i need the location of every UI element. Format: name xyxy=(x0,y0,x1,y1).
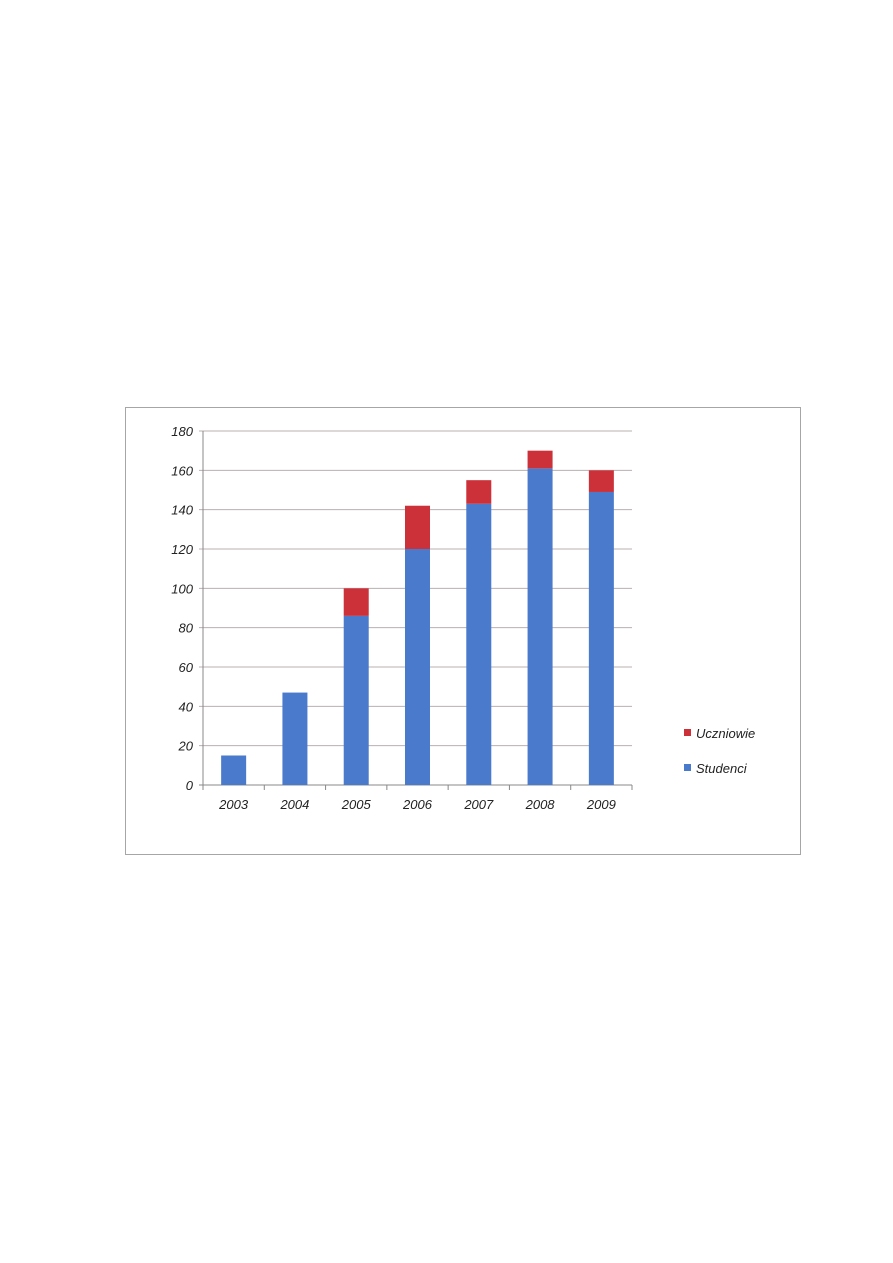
bar-studenci-2003 xyxy=(221,755,247,785)
bar-studenci-2009 xyxy=(588,491,614,785)
bar-uczniowie-2005 xyxy=(343,588,369,616)
y-tick-label: 180 xyxy=(171,424,193,439)
x-tick-label: 2008 xyxy=(525,797,556,812)
bar-studenci-2005 xyxy=(343,615,369,785)
x-tick-label: 2003 xyxy=(218,797,249,812)
bar-uczniowie-2006 xyxy=(405,505,430,549)
legend-swatch-uczniowie xyxy=(684,729,691,736)
y-tick-label: 140 xyxy=(171,503,193,518)
x-tick-label: 2004 xyxy=(279,797,309,812)
legend-swatch-studenci xyxy=(684,764,691,771)
bar-studenci-2006 xyxy=(405,549,430,785)
y-tick-label: 160 xyxy=(171,463,193,478)
bar-studenci-2007 xyxy=(466,503,492,785)
bar-uczniowie-2007 xyxy=(466,480,492,504)
x-tick-label: 2006 xyxy=(402,797,433,812)
x-tick-label: 2005 xyxy=(341,797,372,812)
y-tick-label: 0 xyxy=(186,778,194,793)
bar-uczniowie-2008 xyxy=(527,450,553,469)
chart-frame xyxy=(125,407,801,855)
y-tick-label: 60 xyxy=(179,660,194,675)
y-tick-label: 40 xyxy=(179,699,194,714)
bar-studenci-2004 xyxy=(282,692,308,785)
x-tick-label: 2009 xyxy=(586,797,616,812)
legend-label-uczniowie: Uczniowie xyxy=(696,726,755,741)
y-tick-label: 100 xyxy=(171,581,193,596)
y-tick-label: 80 xyxy=(179,621,194,636)
bar-uczniowie-2009 xyxy=(588,470,614,492)
bar-studenci-2008 xyxy=(527,468,553,785)
legend-label-studenci: Studenci xyxy=(696,761,748,776)
x-tick-label: 2007 xyxy=(463,797,494,812)
y-tick-label: 120 xyxy=(171,542,193,557)
y-tick-label: 20 xyxy=(178,739,194,754)
